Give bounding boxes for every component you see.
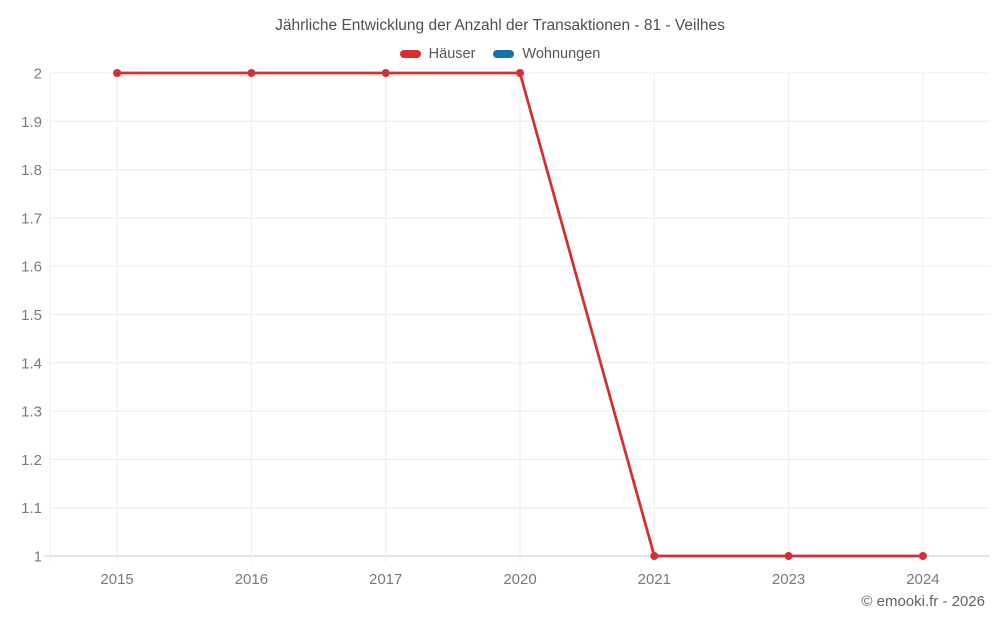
x-tick-label: 2024 (906, 571, 939, 588)
y-tick-label: 1.8 (21, 162, 42, 179)
y-tick-label: 1.3 (21, 404, 42, 421)
copyright-text: © emooki.fr - 2026 (861, 593, 985, 610)
y-tick-label: 1.4 (21, 355, 42, 372)
data-point[interactable] (113, 69, 122, 77)
legend: Häuser Wohnungen (0, 46, 1000, 62)
legend-item-wohnungen[interactable]: Wohnungen (493, 46, 600, 62)
y-tick-label: 2 (34, 66, 42, 83)
data-point[interactable] (918, 552, 927, 560)
y-tick-label: 1.6 (21, 259, 42, 276)
data-point[interactable] (784, 552, 793, 560)
y-tick-label: 1.7 (21, 210, 42, 227)
legend-label: Wohnungen (522, 46, 601, 62)
data-point[interactable] (381, 69, 390, 77)
x-tick-label: 2021 (638, 571, 671, 588)
y-tick-label: 1.1 (21, 500, 42, 517)
chart-title: Jährliche Entwicklung der Anzahl der Tra… (275, 17, 725, 34)
y-tick-label: 1.5 (21, 307, 42, 324)
x-tick-label: 2016 (235, 571, 268, 588)
wohnungen-color-swatch-icon (493, 50, 515, 58)
x-tick-label: 2017 (369, 571, 402, 588)
y-tick-label: 1.2 (21, 452, 42, 469)
legend-item-hauser[interactable]: Häuser (399, 46, 476, 62)
data-point[interactable] (516, 69, 524, 77)
y-tick-label: 1 (34, 549, 42, 566)
x-tick-label: 2020 (503, 571, 536, 588)
data-point[interactable] (650, 552, 659, 560)
legend-label: Häuser (428, 46, 476, 62)
hauser-color-swatch-icon (399, 50, 421, 58)
y-tick-label: 1.9 (21, 114, 42, 131)
x-tick-label: 2023 (772, 571, 805, 588)
data-point[interactable] (247, 69, 256, 77)
x-tick-label: 2015 (100, 571, 133, 588)
